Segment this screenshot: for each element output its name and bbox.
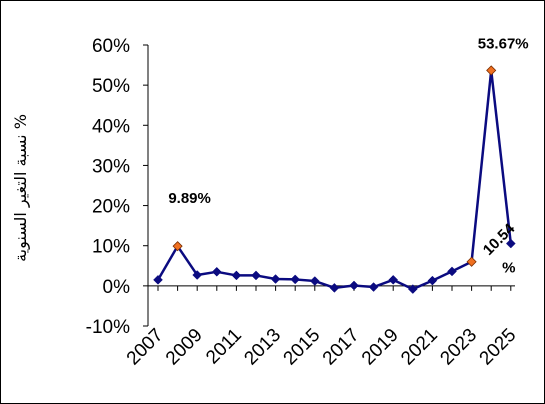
x-tick-label: 2013	[240, 325, 285, 370]
data-point	[407, 284, 418, 294]
data-point	[153, 274, 163, 285]
x-tick-label: 2009	[162, 325, 207, 370]
data-label: 10.54	[480, 220, 519, 259]
data-point	[309, 276, 320, 286]
data-point	[290, 274, 301, 285]
highlighted-data-point	[466, 256, 477, 267]
x-tick-label: 2015	[280, 325, 325, 370]
data-point	[505, 238, 516, 249]
y-tick-label: -10%	[86, 317, 130, 338]
x-tick-label: 2023	[436, 325, 481, 370]
y-tick-label: 50%	[92, 76, 130, 97]
y-tick-label: 40%	[92, 116, 130, 137]
y-tick-label: 30%	[92, 156, 130, 177]
data-point	[192, 270, 203, 280]
series-group	[153, 65, 516, 294]
x-tick-label: 2017	[319, 325, 364, 370]
data-point	[427, 275, 438, 286]
series-line	[156, 69, 513, 291]
data-point	[447, 266, 457, 277]
y-tick-label: 60%	[92, 36, 130, 57]
y-tick-label: 0%	[103, 277, 131, 298]
y-tick-label: 10%	[92, 237, 130, 258]
data-point	[251, 270, 261, 281]
data-point	[368, 282, 379, 292]
highlighted-data-point	[172, 241, 183, 252]
x-tick-label: 2025	[476, 325, 521, 370]
y-tick-label: 20%	[92, 197, 130, 218]
axes	[147, 45, 515, 326]
data-point	[270, 274, 281, 284]
y-axis-ticks: -10% 0% 10% 20% 30% 40% 50% 60%	[86, 36, 148, 338]
x-tick-label: 2021	[397, 325, 442, 370]
data-point	[211, 266, 222, 277]
data-point	[231, 270, 242, 281]
data-point	[329, 283, 340, 293]
data-label: 9.89%	[168, 190, 211, 207]
data-point	[349, 280, 359, 291]
y-axis-label: نسبة التغير السنوية %	[11, 114, 31, 262]
data-point	[388, 274, 399, 285]
highlighted-data-point	[486, 65, 497, 76]
data-label-unit: %	[502, 260, 515, 277]
data-label: 53.67%	[478, 35, 529, 52]
x-tick-label: 2011	[202, 325, 246, 369]
x-tick-label: 2019	[358, 325, 403, 370]
